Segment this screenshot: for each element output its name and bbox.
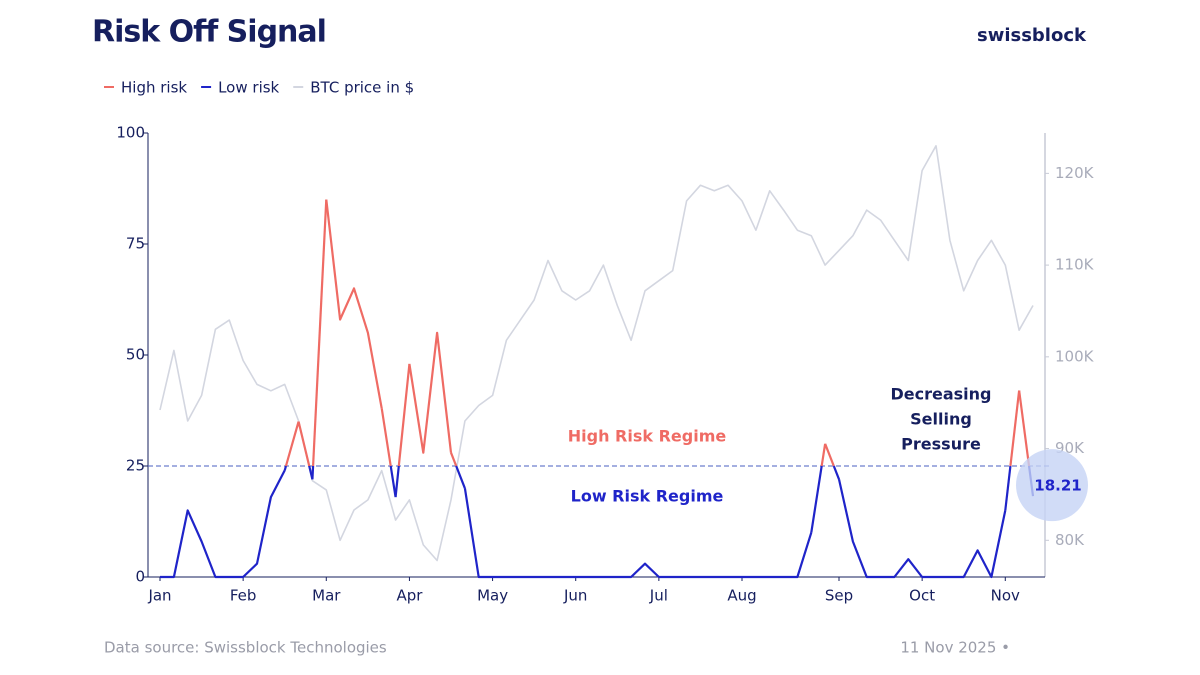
regime-connector (455, 465, 466, 489)
regime-connector (394, 465, 400, 498)
chart-title: Risk Off Signal (92, 15, 326, 50)
regime-connector (283, 465, 288, 471)
legend-label: BTC price in $ (310, 79, 414, 97)
last-value-highlight (1016, 449, 1088, 522)
legend-label: High risk (121, 79, 187, 97)
regime-connector (1009, 390, 1021, 467)
date: 11 Nov 2025 • (900, 639, 1010, 657)
x-tick-label: May (477, 587, 508, 605)
regime-connector (380, 408, 392, 467)
annotation: Pressure (901, 435, 981, 454)
y2-tick-label: 120K (1055, 164, 1095, 182)
regime-connector (832, 465, 841, 480)
annotation: Low Risk Regime (571, 487, 724, 506)
regime-connector (810, 465, 823, 533)
regime-connector (397, 363, 411, 467)
regime-connector (824, 443, 835, 467)
x-tick-label: Nov (991, 587, 1020, 605)
y2-tick-label: 110K (1055, 256, 1095, 274)
y-tick-label: 25 (126, 457, 145, 475)
y-tick-label: 0 (135, 568, 145, 586)
x-tick-label: Aug (727, 587, 756, 605)
y2-tick-label: 80K (1055, 531, 1085, 549)
regime-connector (311, 465, 315, 480)
annotation: Selling (910, 410, 972, 429)
x-tick-label: Jun (563, 587, 587, 605)
regime-connector (389, 465, 397, 498)
regime-connector (284, 421, 300, 467)
regime-connector (311, 199, 328, 467)
x-tick-label: Jan (147, 587, 171, 605)
x-tick-label: Sep (825, 587, 853, 605)
x-tick-label: Jul (649, 587, 668, 605)
regime-connector (1018, 390, 1031, 467)
regime-connector (820, 443, 827, 467)
x-tick-label: Mar (312, 587, 341, 605)
regime-connector (1004, 465, 1012, 511)
y-tick-label: 75 (126, 235, 145, 253)
legend-label: Low risk (218, 79, 279, 97)
y-tick-label: 100 (116, 124, 145, 142)
brand: swissblock (977, 25, 1087, 46)
x-tick-label: Apr (396, 587, 423, 605)
annotation: Decreasing (890, 385, 991, 404)
source: Data source: Swissblock Technologies (104, 639, 387, 657)
x-tick-label: Feb (230, 587, 257, 605)
y-tick-label: 50 (126, 346, 145, 364)
x-tick-label: Oct (909, 587, 935, 605)
last-value-label: 18.21 (1034, 477, 1081, 495)
annotation: High Risk Regime (568, 427, 727, 446)
y2-tick-label: 100K (1055, 347, 1095, 365)
regime-connector (449, 452, 458, 467)
regime-connector (297, 421, 311, 467)
